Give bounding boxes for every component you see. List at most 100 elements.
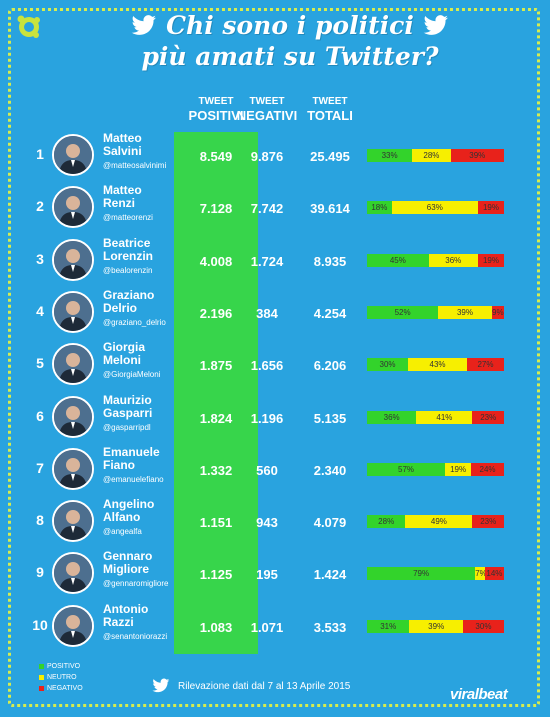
person-silhouette-icon [54, 606, 92, 645]
bar-segment-negative: 9% [491, 305, 504, 319]
header-totali-line1: TWEET [312, 96, 348, 107]
value-totali: 2.340 [313, 462, 347, 478]
value-positivi: 8.549 [199, 149, 233, 164]
person-silhouette-icon [54, 188, 92, 227]
table-row: 2 Matteo Renzi @matteorenzi 7.128 7.742 39.61… [0, 182, 550, 234]
rank-number: 10 [32, 616, 48, 633]
value-positivi: 7.128 [199, 201, 233, 217]
sentiment-bar: 18% 63% 19% [367, 201, 504, 215]
politician-avatar [52, 186, 94, 229]
bar-segment-negative: 39% [450, 149, 504, 162]
person-silhouette-icon [54, 345, 92, 384]
value-negativi: 195 [256, 567, 278, 583]
person-silhouette-icon [54, 136, 92, 174]
rank-number: 9 [36, 564, 44, 581]
title-line-1: Chi sono i politici [166, 11, 414, 40]
sentiment-bar: 30% 43% 27% [367, 358, 504, 372]
bar-segment-positive: 52% [367, 305, 439, 319]
value-totali: 6.206 [313, 358, 347, 374]
politician-avatar [52, 500, 94, 543]
twitter-bird-icon [132, 15, 157, 35]
legend-neutro: NEUTRO [39, 673, 77, 682]
value-negativi: 560 [256, 462, 278, 478]
bar-segment-positive: 57% [367, 462, 446, 476]
value-totali: 5.135 [313, 410, 347, 426]
politician-name: Matteo Salvini [103, 131, 142, 158]
table-row: 1 Matteo Salvini @matteosalvinimi 8.549 9.87… [0, 130, 550, 182]
bar-segment-positive: 33% [367, 149, 413, 162]
politician-avatar [52, 604, 94, 647]
rank-number: 4 [36, 302, 44, 319]
twitter-handle: @bealorenzin [103, 265, 153, 275]
person-silhouette-icon [54, 292, 92, 331]
legend-label-neutro: NEUTRO [47, 674, 77, 681]
header-positivi: TWEET POSITIVI [176, 96, 256, 124]
value-negativi: 9.876 [250, 149, 284, 164]
politician-avatar [52, 238, 94, 281]
bar-segment-negative: 23% [472, 410, 504, 424]
sentiment-bar: 31% 39% 30% [367, 619, 504, 633]
legend-swatch-neutro [39, 675, 44, 680]
politician-name: Angelino Alfano [103, 497, 155, 525]
value-totali: 8.935 [313, 253, 347, 269]
twitter-handle: @matteosalvinimi [103, 161, 167, 170]
value-negativi: 1.196 [250, 410, 284, 426]
legend-positivo: POSITIVO [39, 662, 80, 671]
value-positivi: 1.824 [199, 410, 233, 426]
value-positivi: 4.008 [199, 253, 233, 269]
value-positivi: 1.875 [199, 358, 233, 374]
table-row: 9 Gennaro Migliore @gennaromigliore 1.125 19… [0, 548, 550, 600]
value-totali: 3.533 [313, 619, 347, 635]
title-line-2: più amati su Twitter? [141, 42, 439, 71]
rank-number: 2 [36, 198, 44, 215]
politician-name: Graziano Delrio [103, 287, 155, 315]
table-row: 7 Emanuele Fiano @emanuelefiano 1.332 560 2.3… [0, 444, 550, 496]
value-negativi: 943 [256, 515, 278, 531]
sentiment-bar: 52% 39% 9% [367, 305, 504, 319]
sentiment-bar: 45% 36% 19% [367, 253, 504, 267]
bar-segment-negative: 30% [462, 619, 504, 633]
header-totali: TWEET TOTALI [290, 96, 370, 124]
value-positivi: 1.125 [199, 567, 233, 583]
positive-column-highlight [174, 132, 258, 654]
twitter-bird-icon [423, 15, 448, 35]
header-negativi-line1: TWEET [249, 96, 285, 107]
twitter-handle: @angealfa [103, 527, 142, 537]
rank-number: 7 [36, 459, 44, 476]
source-note: Rilevazione dati dal 7 al 13 Aprile 2015 [178, 681, 351, 692]
bar-segment-neutral: 41% [416, 410, 473, 424]
bar-segment-neutral: 63% [391, 201, 478, 215]
rank-number: 5 [36, 355, 44, 372]
twitter-handle: @senantoniorazzi [103, 631, 168, 641]
person-silhouette-icon [54, 449, 92, 488]
bar-segment-neutral: 49% [405, 515, 473, 529]
politician-avatar [52, 134, 94, 176]
rank-number: 6 [36, 407, 44, 424]
rank-number: 3 [36, 250, 44, 267]
twitter-handle: @matteorenzi [103, 213, 153, 223]
viralbeat-logo-icon [17, 15, 40, 38]
sentiment-bar: 33% 28% 39% [367, 149, 504, 162]
bar-segment-negative: 19% [477, 201, 504, 215]
bar-segment-neutral: 39% [438, 305, 492, 319]
bar-segment-negative: 24% [471, 462, 504, 476]
table-row: 5 Giorgia Meloni @GiorgiaMeloni 1.875 1.656 6… [0, 339, 550, 391]
twitter-handle: @gennaromigliore [103, 579, 169, 589]
twitter-bird-icon [152, 678, 170, 693]
bar-segment-positive: 79% [367, 567, 476, 581]
value-negativi: 1.724 [250, 253, 284, 269]
person-silhouette-icon [54, 240, 92, 279]
value-positivi: 1.332 [199, 462, 233, 478]
politician-name: Maurizio Gasparri [103, 392, 153, 420]
value-positivi: 1.083 [199, 619, 233, 635]
bar-segment-neutral: 39% [409, 619, 463, 633]
brand-logo-text: viralbeat [450, 686, 508, 703]
value-totali: 39.614 [310, 201, 350, 217]
legend-swatch-negativo [39, 686, 44, 691]
bar-segment-positive: 30% [367, 358, 409, 372]
bar-segment-negative: 19% [477, 253, 504, 267]
politician-avatar [52, 290, 94, 333]
sentiment-bar: 57% 19% 24% [367, 462, 504, 476]
value-negativi: 1.071 [250, 619, 284, 635]
politician-name: Giorgia Meloni [103, 340, 146, 368]
